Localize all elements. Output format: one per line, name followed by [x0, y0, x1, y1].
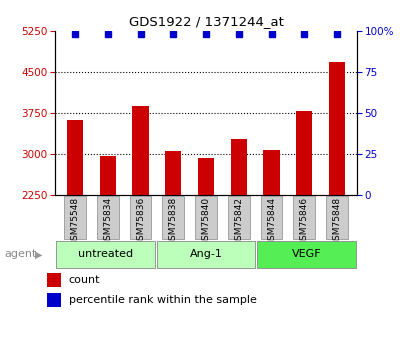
Bar — [56, 241, 155, 268]
Text: count: count — [69, 275, 100, 285]
Text: GSM75838: GSM75838 — [169, 197, 178, 246]
Text: percentile rank within the sample: percentile rank within the sample — [69, 295, 256, 305]
Text: ▶: ▶ — [35, 249, 43, 259]
Bar — [263, 150, 279, 195]
Text: VEGF: VEGF — [291, 249, 321, 259]
Bar — [156, 241, 255, 268]
Bar — [230, 139, 246, 195]
Text: GSM75842: GSM75842 — [234, 197, 243, 246]
Bar — [256, 241, 355, 268]
Text: GSM75836: GSM75836 — [136, 197, 145, 246]
Text: GSM75548: GSM75548 — [70, 197, 79, 246]
Text: agent: agent — [4, 249, 36, 259]
Text: GDS1922 / 1371244_at: GDS1922 / 1371244_at — [128, 16, 283, 29]
Text: untreated: untreated — [78, 249, 133, 259]
Bar — [195, 196, 216, 239]
Bar — [97, 196, 118, 239]
Text: Ang-1: Ang-1 — [189, 249, 222, 259]
Bar — [198, 158, 213, 195]
Bar — [47, 273, 61, 287]
Text: GSM75846: GSM75846 — [299, 197, 308, 246]
Bar — [99, 156, 116, 195]
Bar — [165, 151, 181, 195]
Text: GSM75834: GSM75834 — [103, 197, 112, 246]
Bar — [295, 111, 312, 195]
Bar — [326, 196, 347, 239]
Bar — [162, 196, 184, 239]
Bar — [64, 196, 85, 239]
Bar — [67, 120, 83, 195]
Bar — [293, 196, 315, 239]
Bar — [260, 196, 282, 239]
Bar — [129, 196, 151, 239]
Bar — [328, 62, 344, 195]
Bar — [227, 196, 249, 239]
Text: GSM75840: GSM75840 — [201, 197, 210, 246]
Bar — [132, 106, 148, 195]
Text: GSM75848: GSM75848 — [332, 197, 341, 246]
Bar — [47, 293, 61, 307]
Text: GSM75844: GSM75844 — [266, 197, 275, 246]
